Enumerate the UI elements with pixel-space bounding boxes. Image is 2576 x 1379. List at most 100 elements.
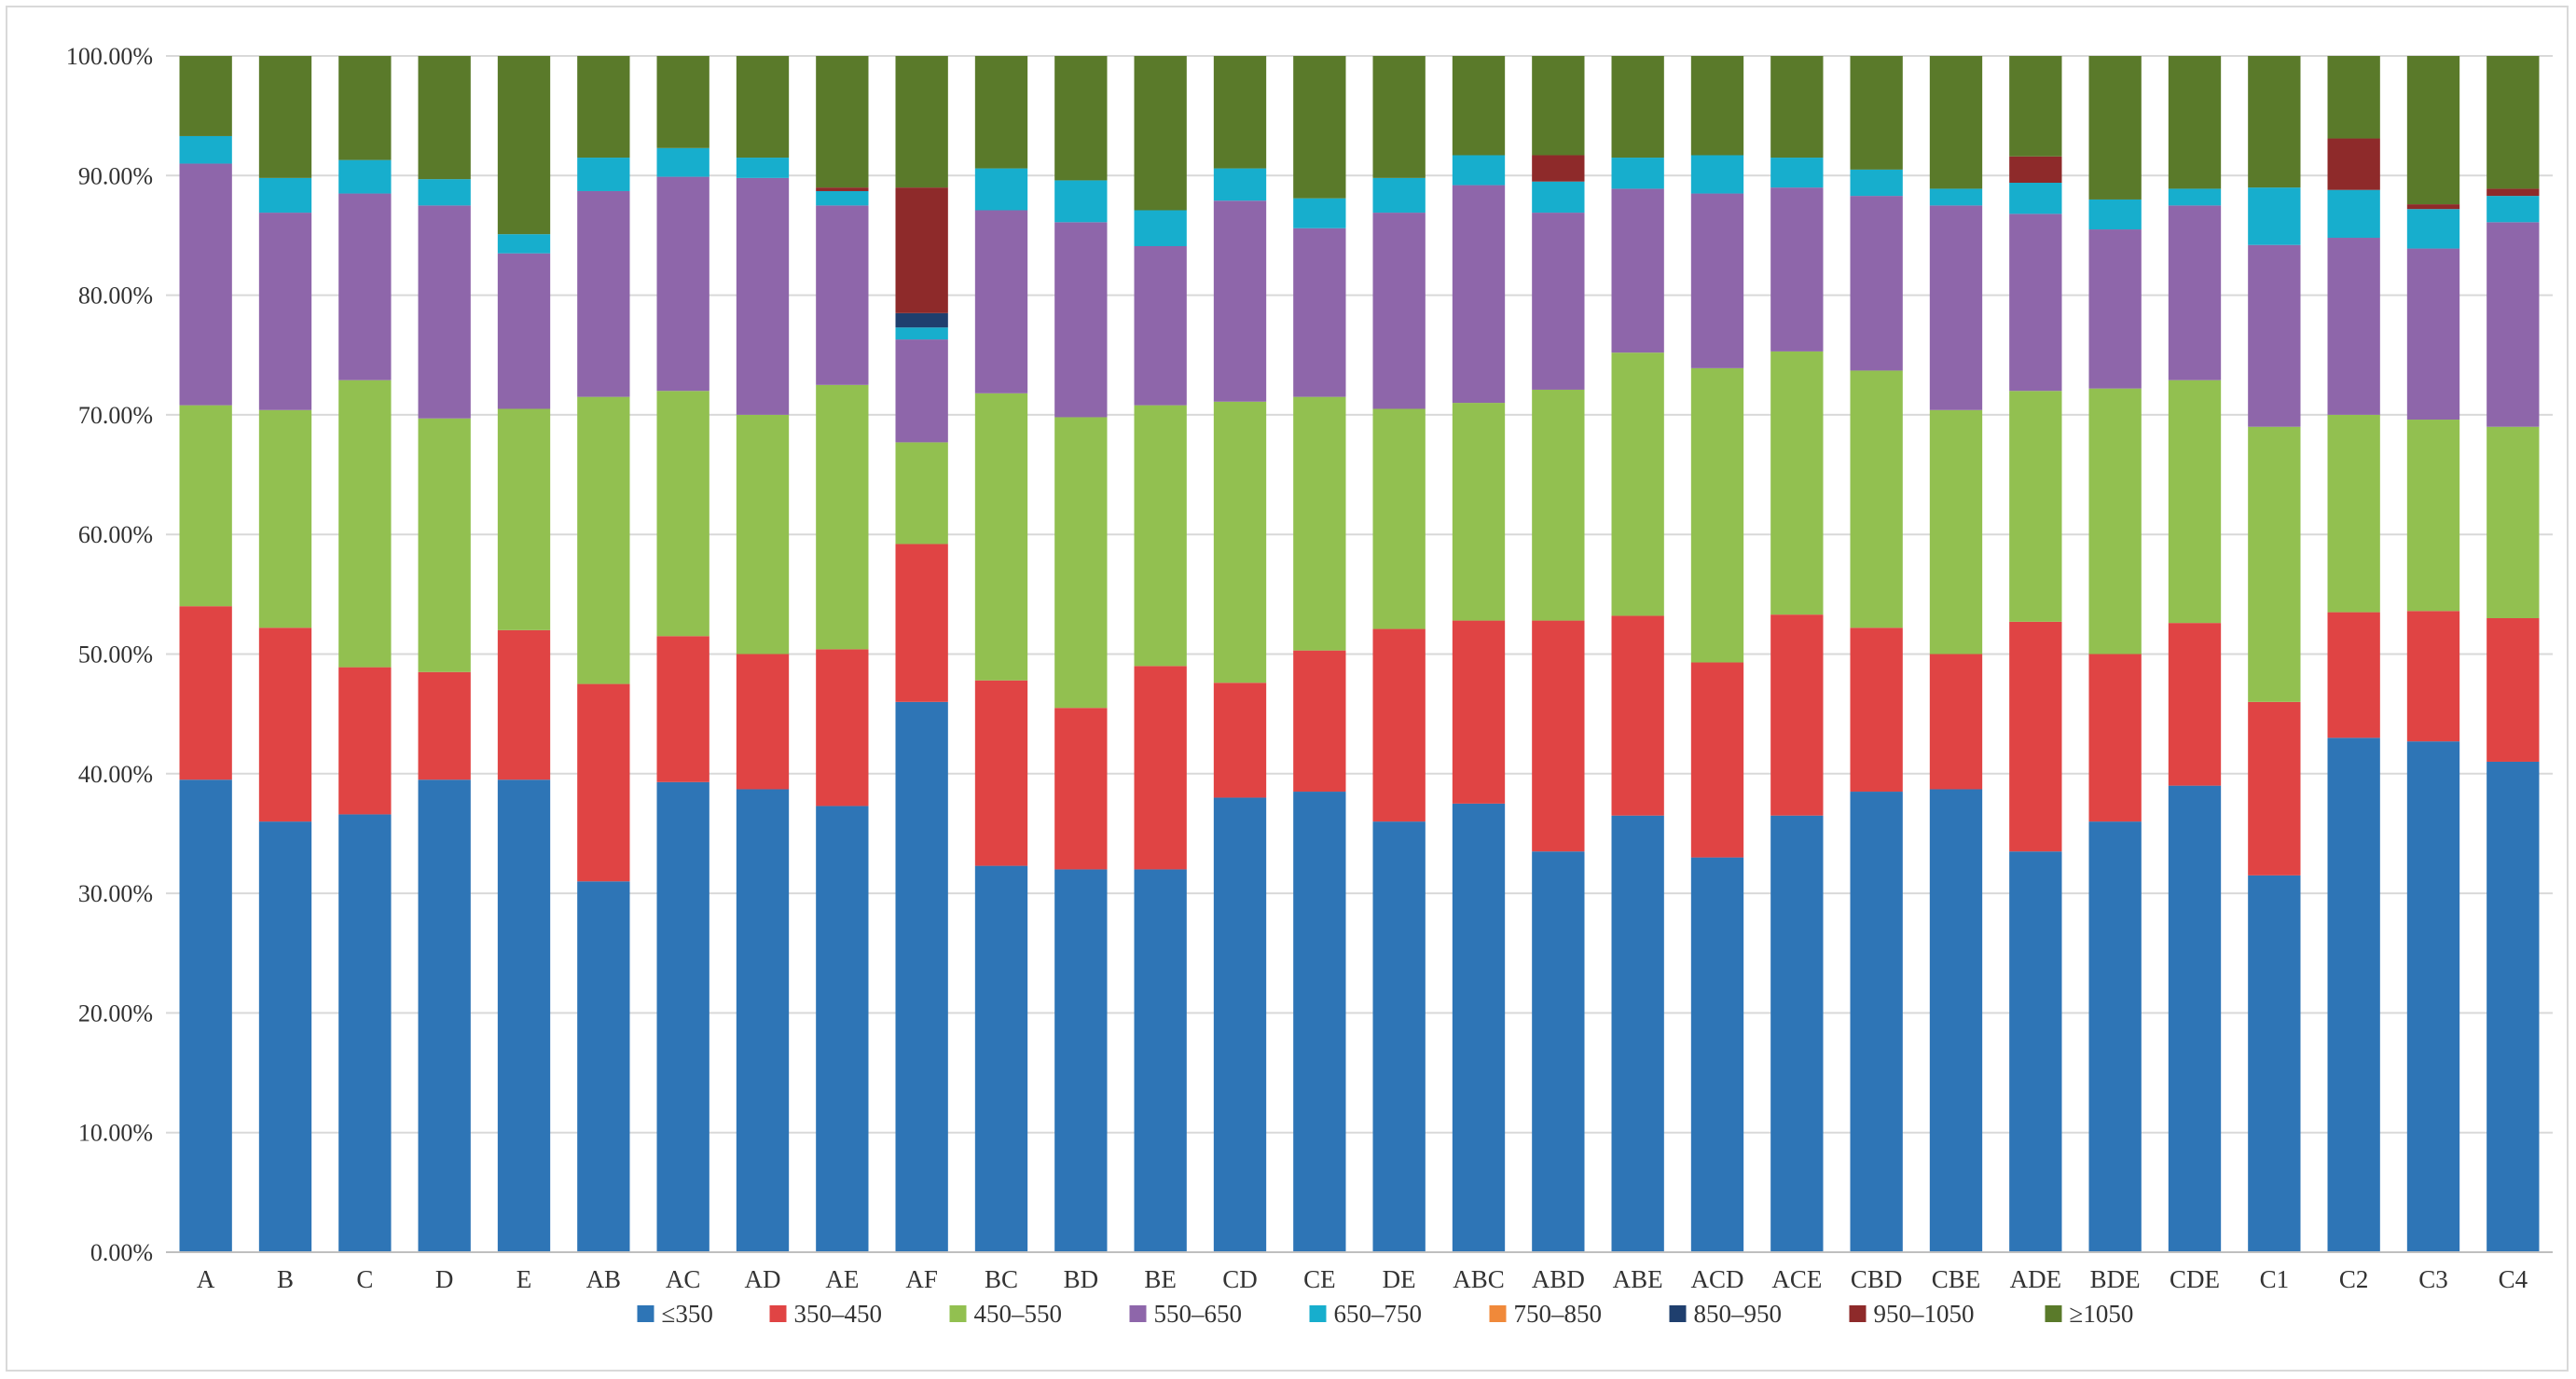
bar-segment-bd-350 xyxy=(1054,869,1108,1252)
bar-segment-de-350 xyxy=(1372,821,1426,1252)
x-tick-label: AD xyxy=(745,1265,781,1293)
bar-segment-bde-1050 xyxy=(2088,56,2142,200)
x-tick-label: CBD xyxy=(1851,1265,1903,1293)
bar-segment-bc-650-750 xyxy=(974,168,1028,211)
bar-segment-c-650-750 xyxy=(338,159,392,194)
bar-segment-a-650-750 xyxy=(179,135,232,164)
bar-segment-ad-550-650 xyxy=(736,177,790,415)
y-tick-label: 70.00% xyxy=(78,402,153,429)
bar-segment-c2-950-1050 xyxy=(2327,138,2380,190)
bar-segment-d-350-450 xyxy=(418,671,471,780)
y-tick-label: 60.00% xyxy=(78,521,153,548)
bar-segment-c4-1050 xyxy=(2486,56,2540,189)
bar-segment-c-450-550 xyxy=(338,379,392,668)
bar-segment-de-450-550 xyxy=(1372,408,1426,629)
bar-segment-a-450-550 xyxy=(179,405,232,607)
legend-label-350-450: 350–450 xyxy=(794,1300,883,1328)
y-tick-label: 30.00% xyxy=(78,880,153,907)
bar-segment-af-450-550 xyxy=(895,442,948,545)
bar-segment-abe-350 xyxy=(1611,815,1664,1252)
x-tick-label: E xyxy=(517,1265,532,1293)
bar-segment-ad-350 xyxy=(736,789,790,1252)
legend-swatch-350 xyxy=(637,1305,654,1322)
bar-segment-e-1050 xyxy=(497,56,551,235)
legend: ≤350 350–450 450–550 550–650 650–750 750–850 8… xyxy=(637,1300,2133,1328)
bar-segment-cbe-450-550 xyxy=(1929,409,1983,655)
bar-segment-a-350 xyxy=(179,779,232,1252)
bar-segment-cbe-350 xyxy=(1929,789,1983,1252)
bar-segment-be-650-750 xyxy=(1134,210,1187,246)
y-tick-label: 10.00% xyxy=(78,1120,153,1147)
bar-segment-cde-350-450 xyxy=(2168,623,2222,786)
legend-swatch-1050 xyxy=(2045,1305,2062,1322)
bar-segment-c4-350-450 xyxy=(2486,618,2540,762)
bar-segment-ce-350 xyxy=(1293,792,1346,1252)
bar-segment-c2-650-750 xyxy=(2327,189,2380,239)
y-tick-label: 0.00% xyxy=(90,1239,153,1266)
bar-segment-ac-450-550 xyxy=(656,391,709,637)
x-tick-label: C3 xyxy=(2418,1265,2448,1293)
bar-segment-bde-350-450 xyxy=(2088,654,2142,822)
bar-segment-abd-350 xyxy=(1532,851,1585,1252)
bar-segment-d-550-650 xyxy=(418,205,471,419)
bar-segment-c4-650-750 xyxy=(2486,196,2540,223)
bar-segment-bde-550-650 xyxy=(2088,229,2142,389)
bar-segment-cde-450-550 xyxy=(2168,379,2222,624)
bar-segment-bde-650-750 xyxy=(2088,199,2142,230)
bar-segment-c-350-450 xyxy=(338,667,392,815)
bar-segment-ab-350 xyxy=(577,881,630,1252)
legend-swatch-850-950 xyxy=(1669,1305,1687,1322)
legend-swatch-550-650 xyxy=(1129,1305,1147,1322)
bar-segment-cd-1050 xyxy=(1213,56,1267,169)
x-tick-label: C1 xyxy=(2260,1265,2290,1293)
bar-segment-ade-450-550 xyxy=(2009,391,2062,622)
bar-segment-cbd-350 xyxy=(1850,792,1903,1252)
bar-segment-c-1050 xyxy=(338,56,392,160)
bar-segment-c2-350-450 xyxy=(2327,612,2380,738)
bar-segment-cde-650-750 xyxy=(2168,188,2222,206)
bar-segment-cd-350 xyxy=(1213,797,1267,1252)
bar-segment-d-350 xyxy=(418,779,471,1252)
y-tick-label: 50.00% xyxy=(78,641,153,669)
bar-segment-b-450-550 xyxy=(258,409,312,628)
bar-segment-bc-450-550 xyxy=(974,393,1028,681)
bar-segment-cbe-650-750 xyxy=(1929,188,1983,206)
bar-segment-abc-1050 xyxy=(1452,56,1506,156)
bar-segment-cd-450-550 xyxy=(1213,401,1267,683)
legend-swatch-750-850 xyxy=(1489,1305,1507,1322)
bar-segment-de-350-450 xyxy=(1372,628,1426,822)
bar-segment-c2-450-550 xyxy=(2327,414,2380,613)
bar-segment-c1-650-750 xyxy=(2248,187,2301,245)
y-tick-label: 100.00% xyxy=(66,43,153,70)
bar-segment-abe-350-450 xyxy=(1611,615,1664,816)
x-tick-label: BD xyxy=(1064,1265,1099,1293)
bar-segment-abd-650-750 xyxy=(1532,181,1585,214)
bar-segment-be-350-450 xyxy=(1134,666,1187,870)
bar-segment-abd-550-650 xyxy=(1532,213,1585,390)
bar-segment-abe-450-550 xyxy=(1611,352,1664,616)
bar-segment-ae-650-750 xyxy=(816,190,869,206)
bars xyxy=(179,56,2540,1252)
legend-label-550-650: 550–650 xyxy=(1154,1300,1243,1328)
bar-segment-bd-450-550 xyxy=(1054,417,1108,709)
bar-segment-c2-1050 xyxy=(2327,56,2380,139)
bar-segment-de-550-650 xyxy=(1372,213,1426,409)
bar-segment-cde-350 xyxy=(2168,785,2222,1252)
bar-segment-c1-350 xyxy=(2248,875,2301,1252)
y-tick-label: 90.00% xyxy=(78,162,153,189)
bar-segment-af-650-750 xyxy=(895,327,948,340)
bar-segment-ab-450-550 xyxy=(577,396,630,684)
bar-segment-ae-950-1050 xyxy=(816,187,869,191)
x-tick-label: C4 xyxy=(2499,1265,2528,1293)
gridlines xyxy=(166,55,2553,1253)
bar-segment-abc-650-750 xyxy=(1452,155,1506,186)
bar-segment-e-350 xyxy=(497,779,551,1252)
bar-segment-ac-1050 xyxy=(656,56,709,148)
legend-label-650-750: 650–750 xyxy=(1334,1300,1423,1328)
bar-segment-c3-1050 xyxy=(2406,56,2460,205)
bar-segment-a-1050 xyxy=(179,56,232,136)
x-tick-label: BDE xyxy=(2090,1265,2141,1293)
legend-label-950-1050: 950–1050 xyxy=(1874,1300,1975,1328)
bar-segment-c1-1050 xyxy=(2248,56,2301,188)
bar-segment-bde-450-550 xyxy=(2088,388,2142,655)
